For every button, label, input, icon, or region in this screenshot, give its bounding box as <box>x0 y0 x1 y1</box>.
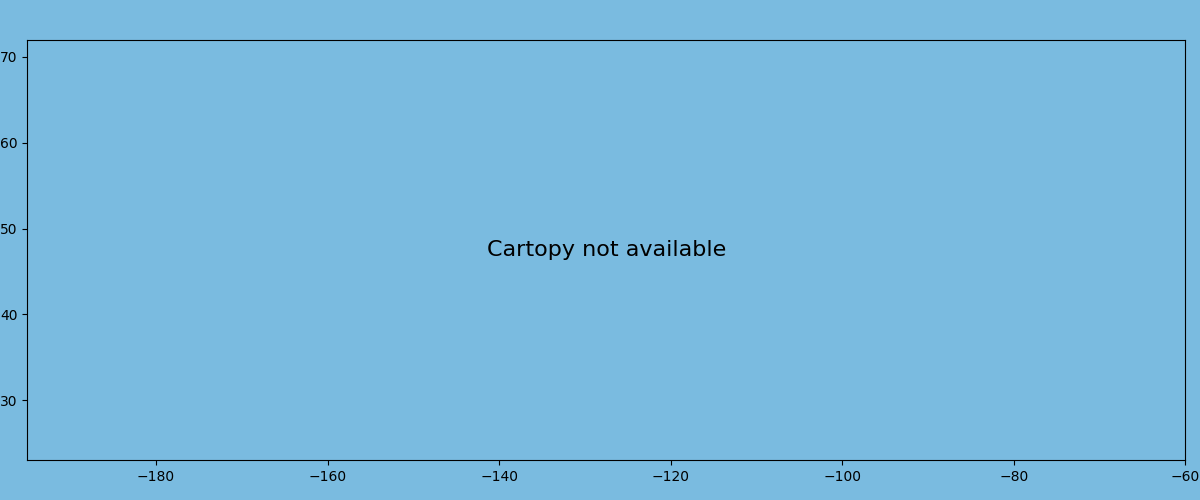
Text: Cartopy not available: Cartopy not available <box>487 240 726 260</box>
